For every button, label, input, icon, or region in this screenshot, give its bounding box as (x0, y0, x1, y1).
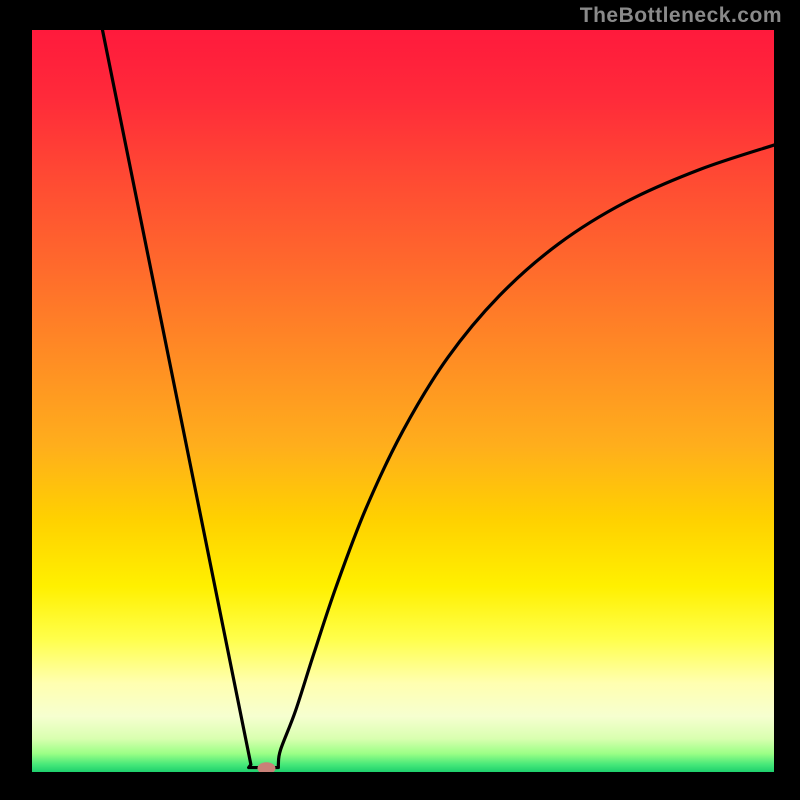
chart-frame: TheBottleneck.com (0, 0, 800, 800)
gradient-background (32, 30, 774, 772)
watermark-text: TheBottleneck.com (580, 4, 782, 28)
chart-svg (32, 30, 774, 772)
plot-area (32, 30, 774, 772)
